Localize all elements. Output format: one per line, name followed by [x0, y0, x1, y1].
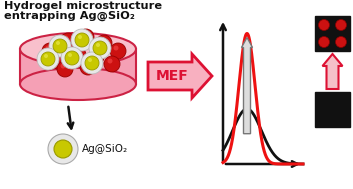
Circle shape: [48, 134, 78, 164]
FancyArrow shape: [241, 37, 252, 134]
Circle shape: [82, 32, 86, 36]
Circle shape: [96, 43, 100, 47]
Circle shape: [56, 41, 60, 45]
Polygon shape: [20, 49, 136, 84]
Circle shape: [104, 56, 120, 72]
Circle shape: [60, 33, 76, 49]
Circle shape: [64, 36, 68, 40]
Circle shape: [37, 48, 59, 70]
Circle shape: [57, 61, 73, 77]
Circle shape: [68, 53, 72, 57]
Circle shape: [54, 140, 72, 158]
Circle shape: [84, 61, 89, 67]
Circle shape: [85, 56, 99, 70]
Text: MEF: MEF: [156, 69, 189, 83]
Circle shape: [93, 41, 107, 55]
Circle shape: [78, 29, 94, 45]
Circle shape: [335, 36, 347, 47]
Circle shape: [110, 43, 126, 59]
Text: Hydrogel microstructure: Hydrogel microstructure: [4, 1, 162, 11]
Circle shape: [70, 47, 86, 63]
Circle shape: [65, 51, 79, 65]
Circle shape: [78, 35, 82, 39]
Circle shape: [60, 64, 66, 68]
Bar: [315, 92, 350, 127]
Circle shape: [96, 35, 112, 51]
Circle shape: [81, 52, 103, 74]
Circle shape: [100, 37, 104, 43]
Circle shape: [80, 59, 96, 75]
Circle shape: [42, 43, 58, 59]
Circle shape: [114, 46, 119, 50]
Circle shape: [61, 47, 83, 69]
Ellipse shape: [20, 33, 136, 65]
Circle shape: [53, 39, 67, 53]
Circle shape: [44, 54, 48, 58]
Circle shape: [49, 35, 71, 57]
Ellipse shape: [20, 68, 136, 100]
Bar: [315, 16, 350, 51]
FancyArrow shape: [323, 54, 342, 89]
Circle shape: [91, 51, 96, 57]
Circle shape: [318, 19, 329, 30]
Circle shape: [88, 58, 92, 62]
Text: Ag@SiO₂: Ag@SiO₂: [82, 144, 128, 154]
Circle shape: [73, 50, 78, 54]
Circle shape: [46, 46, 50, 50]
Circle shape: [54, 56, 59, 60]
Circle shape: [75, 33, 89, 47]
Circle shape: [318, 36, 329, 47]
Circle shape: [50, 53, 66, 69]
Circle shape: [89, 37, 111, 59]
Polygon shape: [148, 54, 212, 98]
Text: entrapping Ag@SiO₂: entrapping Ag@SiO₂: [4, 11, 135, 21]
Circle shape: [41, 52, 55, 66]
Circle shape: [335, 19, 347, 30]
Circle shape: [88, 49, 104, 65]
Circle shape: [71, 29, 93, 51]
Circle shape: [108, 59, 113, 64]
